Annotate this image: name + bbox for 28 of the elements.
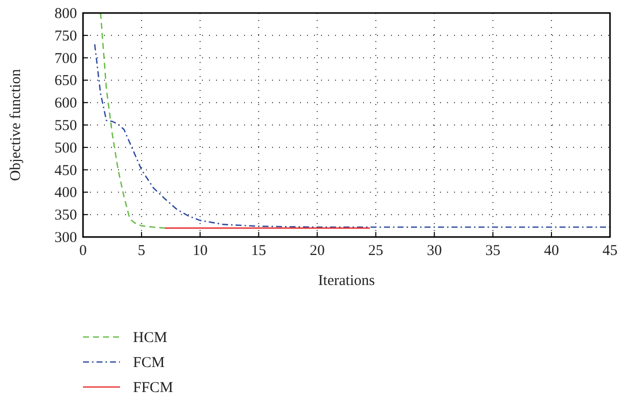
- x-tick-label: 5: [138, 243, 146, 259]
- y-tick-label: 300: [54, 230, 77, 246]
- legend-label: FFCM: [133, 380, 174, 396]
- x-tick-label: 15: [251, 243, 266, 259]
- legend-label: HCM: [133, 330, 168, 346]
- y-tick-label: 550: [54, 118, 77, 134]
- x-tick-label: 20: [310, 243, 325, 259]
- x-tick-label: 35: [485, 243, 500, 259]
- y-tick-label: 350: [54, 208, 77, 224]
- line-series: [94, 44, 610, 228]
- x-axis-title: Iterations: [318, 273, 375, 289]
- x-tick-label: 30: [426, 243, 442, 259]
- y-tick-label: 700: [54, 50, 77, 67]
- y-tick-label: 750: [54, 28, 77, 44]
- x-tick-label: 40: [544, 243, 559, 259]
- x-tick-label: 10: [192, 243, 208, 259]
- x-tick-label: 25: [368, 243, 384, 259]
- x-tick-label: 0: [79, 243, 87, 259]
- y-tick-label: 800: [54, 6, 77, 22]
- y-tick-label: 650: [54, 73, 77, 90]
- legend-label: FCM: [133, 355, 165, 371]
- y-tick-label: 500: [54, 140, 77, 156]
- y-tick-label: 600: [54, 96, 77, 112]
- line-series: [100, 13, 166, 229]
- y-tick-label: 400: [54, 185, 77, 202]
- y-tick-label: 450: [54, 162, 77, 179]
- y-axis-title: Objective function: [8, 68, 24, 182]
- x-tick-label: 45: [602, 243, 618, 259]
